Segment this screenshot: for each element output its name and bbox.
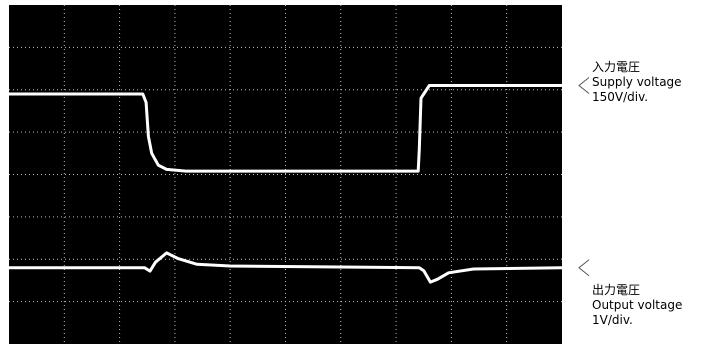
output-voltage-trace — [7, 251, 564, 284]
channel-markers — [578, 77, 590, 277]
output-voltage-scale: 1V/div. — [592, 313, 633, 327]
supply-voltage-trace — [7, 84, 564, 173]
output-voltage-marker-icon — [578, 259, 590, 277]
output-voltage-label: 出力電圧 Output voltage 1V/div. — [592, 283, 682, 328]
output-voltage-label-en: Output voltage — [592, 298, 683, 312]
supply-voltage-label-en: Supply voltage — [592, 75, 682, 89]
supply-voltage-marker-icon — [578, 77, 590, 94]
waveform-traces — [7, 84, 564, 284]
supply-voltage-scale: 150V/div. — [592, 90, 649, 104]
output-voltage-label-ja: 出力電圧 — [592, 283, 641, 297]
supply-voltage-label-ja: 入力電圧 — [592, 60, 641, 74]
graticule — [9, 5, 562, 344]
supply-voltage-label: 入力電圧 Supply voltage 150V/div. — [592, 60, 682, 105]
